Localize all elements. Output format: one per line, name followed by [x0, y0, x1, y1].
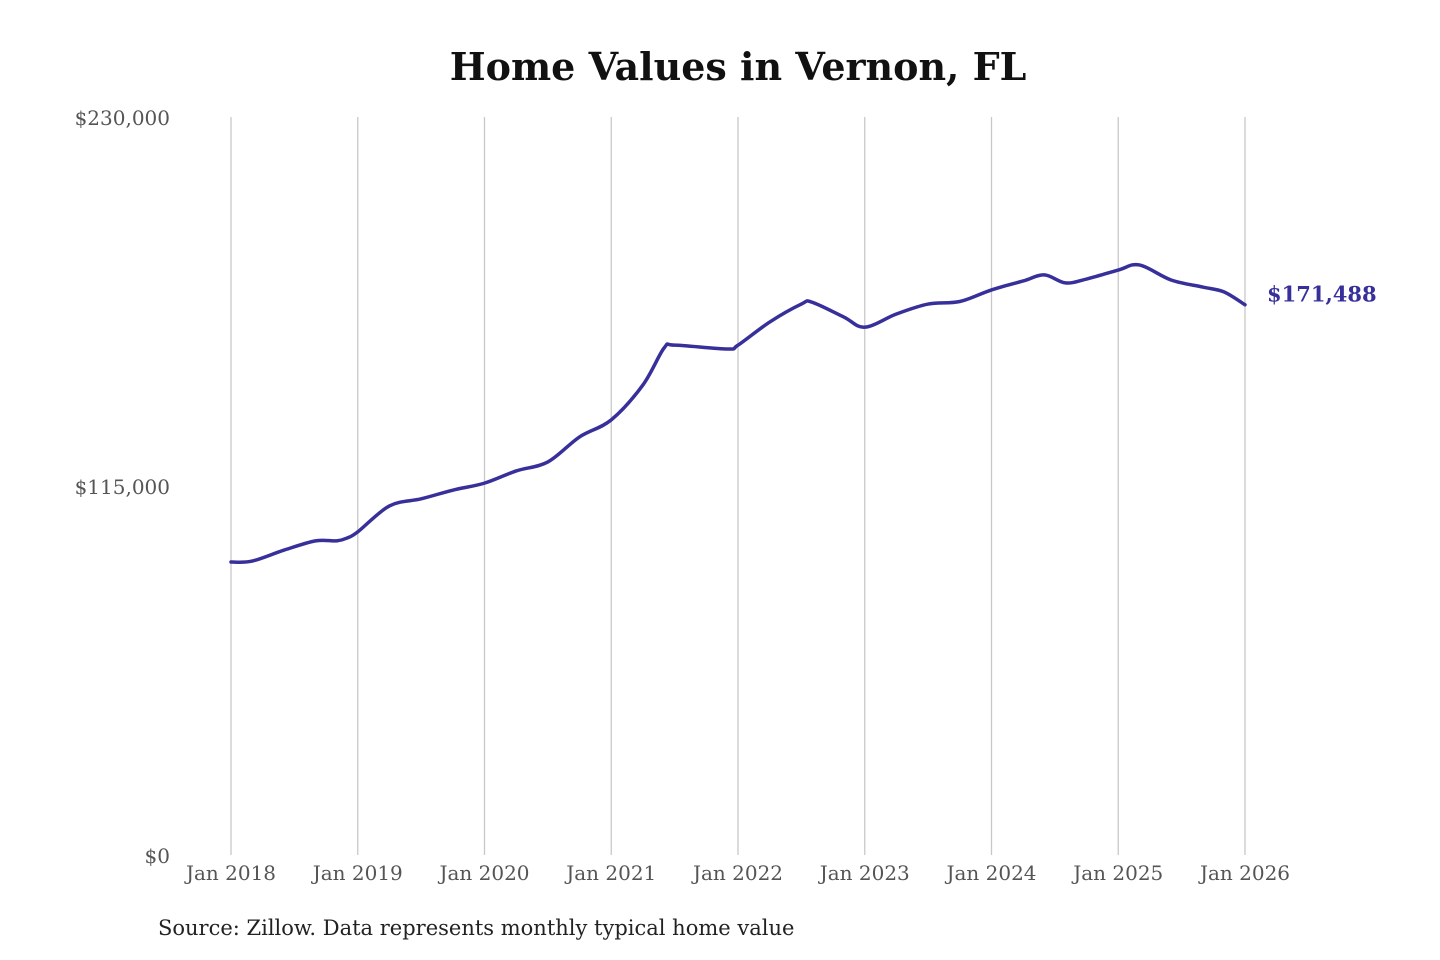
y-tick-label: $115,000 [75, 475, 170, 499]
x-tick-label: Jan 2026 [1198, 861, 1290, 885]
x-tick-label: Jan 2022 [691, 861, 783, 885]
x-tick-label: Jan 2024 [944, 861, 1036, 885]
y-tick-label: $0 [145, 844, 170, 868]
y-tick-label: $230,000 [75, 106, 170, 130]
chart-title: Home Values in Vernon, FL [449, 44, 1027, 89]
x-tick-label: Jan 2020 [437, 861, 529, 885]
x-tick-label: Jan 2025 [1071, 861, 1163, 885]
x-tick-label: Jan 2023 [818, 861, 910, 885]
x-tick-label: Jan 2018 [184, 861, 276, 885]
source-note: Source: Zillow. Data represents monthly … [158, 916, 795, 940]
series-line [229, 262, 1247, 564]
end-value-label: $171,488 [1267, 282, 1377, 307]
x-tick-label: Jan 2019 [311, 861, 403, 885]
x-tick-label: Jan 2021 [564, 861, 656, 885]
